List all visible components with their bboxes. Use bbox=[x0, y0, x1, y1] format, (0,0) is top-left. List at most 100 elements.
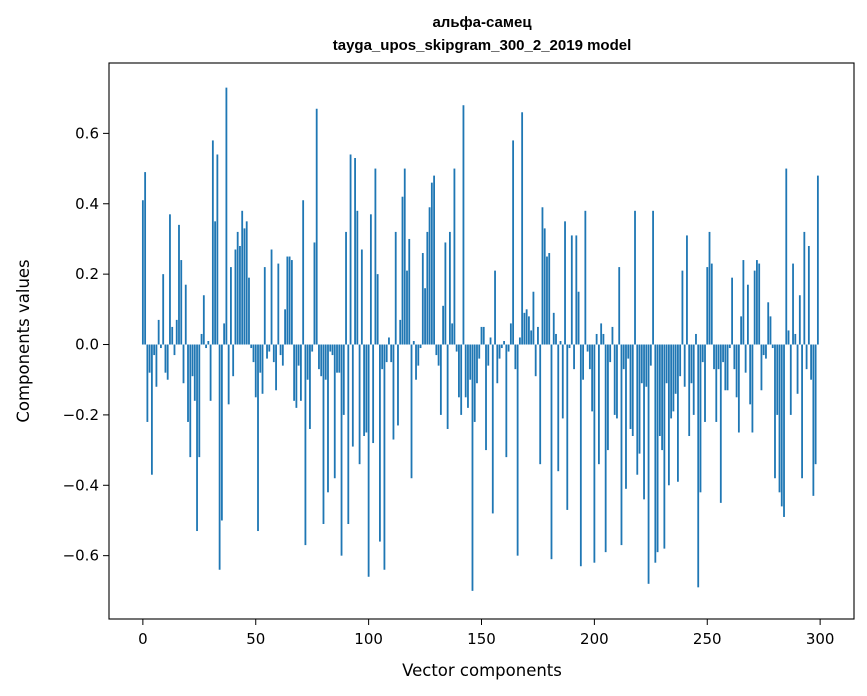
x-tick-label: 100 bbox=[354, 630, 383, 648]
bar bbox=[338, 344, 341, 373]
bar bbox=[295, 344, 298, 408]
bar bbox=[600, 323, 603, 345]
bar bbox=[354, 158, 356, 345]
bar bbox=[363, 344, 366, 437]
bar bbox=[476, 344, 478, 384]
bar bbox=[699, 344, 702, 493]
bar bbox=[496, 344, 499, 384]
bar bbox=[726, 344, 729, 391]
bar bbox=[487, 344, 490, 366]
bar bbox=[324, 344, 327, 380]
bar bbox=[309, 344, 311, 429]
bar bbox=[153, 344, 156, 356]
bar bbox=[406, 270, 408, 345]
bar bbox=[783, 344, 785, 517]
bar bbox=[559, 341, 562, 345]
bar bbox=[566, 344, 569, 510]
bar bbox=[426, 231, 429, 345]
bar bbox=[401, 196, 404, 345]
bar bbox=[586, 344, 589, 352]
bar bbox=[719, 344, 722, 503]
bar bbox=[279, 344, 282, 356]
bar bbox=[293, 344, 296, 401]
bar bbox=[803, 231, 806, 345]
bar bbox=[733, 344, 736, 370]
bar bbox=[604, 344, 607, 553]
bar bbox=[196, 344, 198, 532]
x-tick-label: 250 bbox=[693, 630, 722, 648]
bar bbox=[507, 344, 510, 352]
bar bbox=[609, 344, 612, 363]
bar bbox=[460, 344, 463, 415]
bar bbox=[175, 319, 178, 345]
bar bbox=[184, 284, 187, 345]
bar bbox=[618, 267, 621, 345]
bar bbox=[645, 344, 648, 387]
bar bbox=[288, 256, 291, 345]
bar bbox=[180, 260, 183, 345]
bar bbox=[717, 344, 720, 370]
bar bbox=[647, 344, 650, 584]
bar bbox=[351, 344, 354, 447]
bars-group bbox=[141, 87, 819, 591]
bar bbox=[299, 344, 302, 401]
bar bbox=[762, 344, 765, 356]
bar bbox=[543, 228, 546, 345]
bar bbox=[369, 214, 372, 345]
bar bbox=[216, 154, 219, 345]
bar bbox=[552, 312, 555, 345]
bar bbox=[593, 344, 596, 563]
bar bbox=[193, 344, 196, 401]
bar bbox=[695, 333, 697, 345]
bar bbox=[397, 344, 399, 426]
y-tick-label: 0.2 bbox=[75, 265, 99, 283]
bar bbox=[230, 267, 232, 345]
bar bbox=[329, 344, 332, 352]
bar bbox=[579, 344, 582, 567]
bar bbox=[521, 112, 524, 345]
bar bbox=[248, 277, 250, 345]
bar bbox=[442, 305, 445, 345]
bar bbox=[728, 344, 731, 349]
bar bbox=[367, 344, 370, 577]
bar bbox=[613, 344, 616, 415]
bar bbox=[234, 249, 237, 345]
bar bbox=[281, 344, 284, 366]
bar bbox=[528, 316, 530, 345]
bar bbox=[582, 344, 584, 380]
bar bbox=[148, 344, 151, 373]
bar bbox=[568, 344, 571, 349]
bar bbox=[665, 344, 668, 384]
bar bbox=[286, 256, 289, 345]
bar bbox=[270, 249, 273, 345]
bar bbox=[625, 344, 627, 489]
bar bbox=[658, 344, 661, 437]
bar bbox=[160, 344, 162, 349]
bar bbox=[701, 344, 704, 363]
bar bbox=[225, 87, 228, 345]
bar bbox=[710, 263, 713, 345]
bar bbox=[758, 263, 761, 345]
bar bbox=[261, 344, 264, 394]
bar bbox=[670, 344, 673, 419]
bar bbox=[663, 344, 666, 549]
bar bbox=[715, 344, 718, 422]
chart-subtitle: tayga_upos_skipgram_300_2_2019 model bbox=[333, 37, 632, 54]
bar bbox=[649, 344, 652, 366]
bar bbox=[656, 344, 659, 553]
bar bbox=[616, 344, 618, 419]
bar bbox=[218, 344, 221, 570]
bar bbox=[498, 344, 501, 359]
bar bbox=[182, 344, 185, 384]
bar bbox=[636, 344, 639, 475]
bar bbox=[374, 168, 377, 345]
bar bbox=[539, 344, 542, 465]
bar bbox=[638, 344, 641, 454]
bar bbox=[467, 344, 469, 408]
bar bbox=[518, 337, 521, 345]
bar bbox=[306, 344, 309, 380]
x-tick-label: 200 bbox=[580, 630, 609, 648]
bar bbox=[318, 344, 320, 370]
bar bbox=[392, 344, 395, 440]
